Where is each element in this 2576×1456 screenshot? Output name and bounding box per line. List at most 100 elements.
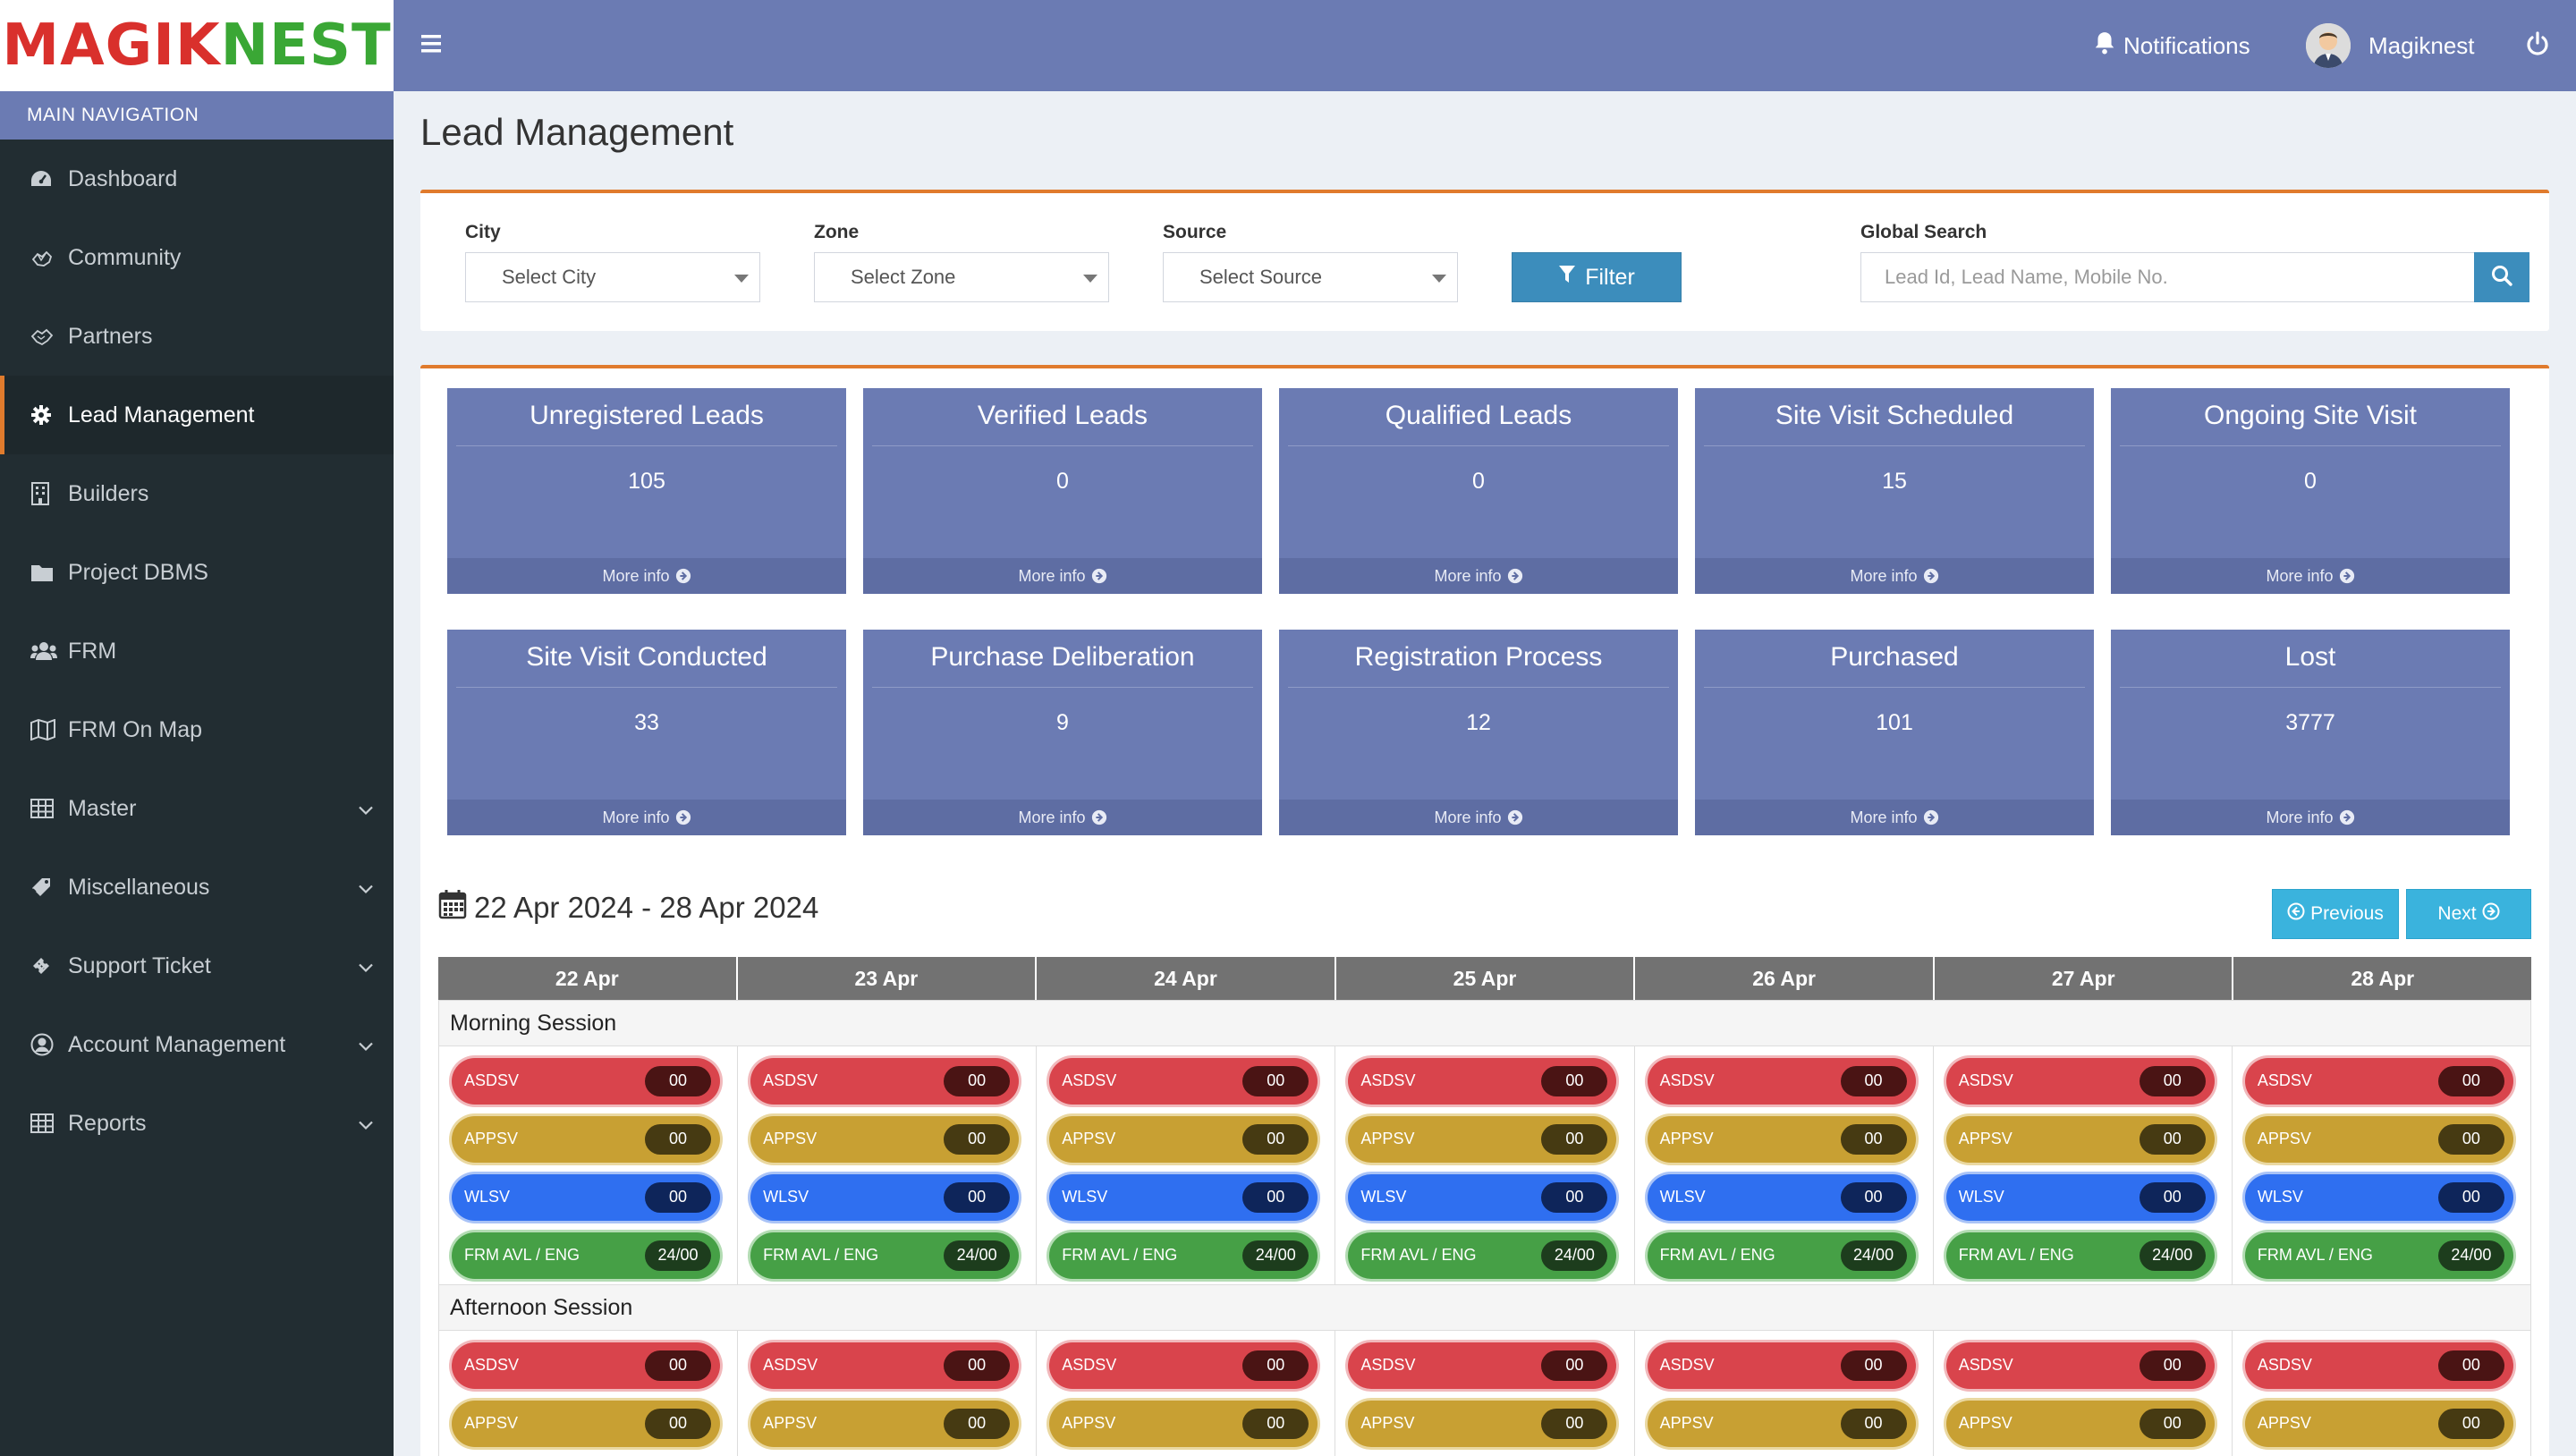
slot-pill-label: ASDSV [1659, 1356, 1715, 1374]
more-info-link[interactable]: More info [2111, 558, 2510, 594]
chevron-down-icon [734, 275, 749, 283]
sidebar-item-label: Partners [68, 323, 153, 349]
slot-pill-asdsv[interactable]: ASDSV 00 [750, 1342, 1020, 1389]
slot-pill-asdsv[interactable]: ASDSV 00 [750, 1057, 1020, 1105]
slot-pill-wlsv[interactable]: WLSV 00 [1647, 1173, 1916, 1221]
stat-card-lost: Lost 3777 More info [2111, 630, 2510, 835]
sidebar-item-reports[interactable]: Reports [0, 1084, 394, 1163]
sidebar-item-project-dbms[interactable]: Project DBMS [0, 533, 394, 612]
sidebar-item-partners[interactable]: Partners [0, 297, 394, 376]
sidebar-item-frm-on-map[interactable]: FRM On Map [0, 690, 394, 769]
slot-pill-asdsv[interactable]: ASDSV 00 [452, 1057, 720, 1105]
slot-pill-label: ASDSV [763, 1071, 818, 1089]
slot-pill-wlsv[interactable]: WLSV 00 [452, 1173, 720, 1221]
more-info-link[interactable]: More info [1279, 558, 1678, 594]
more-info-link[interactable]: More info [863, 800, 1262, 835]
slot-pill-asdsv[interactable]: ASDSV 00 [1348, 1342, 1617, 1389]
notifications-link[interactable]: Notifications [2093, 0, 2250, 91]
next-week-button[interactable]: Next [2406, 889, 2531, 939]
stat-card-site-visit-scheduled: Site Visit Scheduled 15 More info [1695, 388, 2094, 594]
slot-pill-appsv[interactable]: APPSV 00 [750, 1400, 1020, 1447]
slot-pill-asdsv[interactable]: ASDSV 00 [1647, 1342, 1916, 1389]
slot-pill-asdsv[interactable]: ASDSV 00 [1945, 1342, 2215, 1389]
hamburger-menu-icon[interactable] [420, 32, 444, 60]
more-info-link[interactable]: More info [447, 800, 846, 835]
slot-pill-appsv[interactable]: APPSV 00 [1945, 1400, 2215, 1447]
slot-pill-appsv[interactable]: APPSV 00 [2244, 1115, 2513, 1163]
sidebar-item-miscellaneous[interactable]: Miscellaneous [0, 848, 394, 927]
sidebar-item-frm[interactable]: FRM [0, 612, 394, 690]
stat-divider [1288, 687, 1669, 688]
page-title: Lead Management [420, 111, 734, 153]
pill-row: FRM AVL / ENG 24/00 [1647, 1226, 1924, 1284]
sidebar-item-master[interactable]: Master [0, 769, 394, 848]
more-info-link[interactable]: More info [863, 558, 1262, 594]
slot-pill-label: ASDSV [1360, 1071, 1416, 1089]
slot-pill-wlsv[interactable]: WLSV 00 [750, 1173, 1020, 1221]
slot-pill-appsv[interactable]: APPSV 00 [2244, 1400, 2513, 1447]
source-select[interactable]: Select Source [1163, 252, 1458, 302]
more-info-link[interactable]: More info [1695, 558, 2094, 594]
slot-pill-asdsv[interactable]: ASDSV 00 [1049, 1057, 1318, 1105]
more-info-link[interactable]: More info [447, 558, 846, 594]
sidebar-item-account-management[interactable]: Account Management [0, 1005, 394, 1084]
stat-value: 105 [628, 469, 665, 494]
slot-pill-frm-avl-eng[interactable]: FRM AVL / ENG 24/00 [2244, 1232, 2513, 1279]
logo[interactable]: MAGIKNEST [0, 0, 394, 91]
more-info-link[interactable]: More info [1695, 800, 2094, 835]
slot-pill-appsv[interactable]: APPSV 00 [1049, 1400, 1318, 1447]
slot-pill-frm-avl-eng[interactable]: FRM AVL / ENG 24/00 [1945, 1232, 2215, 1279]
global-search-input[interactable] [1860, 252, 2478, 302]
slot-pill-wlsv[interactable]: WLSV 00 [1049, 1173, 1318, 1221]
more-info-link[interactable]: More info [2111, 800, 2510, 835]
slot-pill-asdsv[interactable]: ASDSV 00 [2244, 1057, 2513, 1105]
slot-pill-appsv[interactable]: APPSV 00 [750, 1115, 1020, 1163]
slot-pill-appsv[interactable]: APPSV 00 [452, 1115, 720, 1163]
stat-divider [872, 445, 1253, 446]
slot-pill-asdsv[interactable]: ASDSV 00 [1945, 1057, 2215, 1105]
slot-count-badge: 00 [944, 1123, 1011, 1155]
sidebar-item-lead-management[interactable]: Lead Management [0, 376, 394, 454]
slot-pill-asdsv[interactable]: ASDSV 00 [2244, 1342, 2513, 1389]
sidebar-item-community[interactable]: Community [0, 218, 394, 297]
pill-row: APPSV 00 [1647, 1110, 1924, 1168]
slot-pill-wlsv[interactable]: WLSV 00 [1945, 1173, 2215, 1221]
chevron-down-icon [358, 1111, 374, 1137]
slot-pill-frm-avl-eng[interactable]: FRM AVL / ENG 24/00 [1348, 1232, 1617, 1279]
slot-pill-appsv[interactable]: APPSV 00 [1049, 1115, 1318, 1163]
arrow-right-circle-icon [675, 809, 691, 825]
slot-pill-appsv[interactable]: APPSV 00 [1348, 1115, 1617, 1163]
sidebar-item-label: FRM On Map [68, 716, 203, 742]
slot-pill-appsv[interactable]: APPSV 00 [1647, 1115, 1916, 1163]
slot-pill-appsv[interactable]: APPSV 00 [1647, 1400, 1916, 1447]
previous-week-button[interactable]: Previous [2272, 889, 2399, 939]
city-select[interactable]: Select City [465, 252, 760, 302]
slot-pill-frm-avl-eng[interactable]: FRM AVL / ENG 24/00 [452, 1232, 720, 1279]
slot-pill-asdsv[interactable]: ASDSV 00 [1647, 1057, 1916, 1105]
slot-pill-wlsv[interactable]: WLSV 00 [1348, 1173, 1617, 1221]
slot-pill-appsv[interactable]: APPSV 00 [1348, 1400, 1617, 1447]
sidebar-item-support-ticket[interactable]: Support Ticket [0, 927, 394, 1005]
slot-pill-frm-avl-eng[interactable]: FRM AVL / ENG 24/00 [750, 1232, 1020, 1279]
slot-pill-asdsv[interactable]: ASDSV 00 [1348, 1057, 1617, 1105]
more-info-link[interactable]: More info [1279, 800, 1678, 835]
slot-pill-asdsv[interactable]: ASDSV 00 [452, 1342, 720, 1389]
arrow-right-circle-icon [1507, 809, 1523, 825]
slot-pill-appsv[interactable]: APPSV 00 [452, 1400, 720, 1447]
slot-count-badge: 00 [645, 1065, 711, 1096]
user-menu[interactable]: Magiknest [2306, 0, 2475, 91]
power-icon[interactable] [2524, 30, 2551, 62]
slot-pill-appsv[interactable]: APPSV 00 [1945, 1115, 2215, 1163]
slot-pill-frm-avl-eng[interactable]: FRM AVL / ENG 24/00 [1647, 1232, 1916, 1279]
slot-pill-frm-avl-eng[interactable]: FRM AVL / ENG 24/00 [1049, 1232, 1318, 1279]
search-button[interactable] [2474, 252, 2529, 302]
slot-pill-wlsv[interactable]: WLSV 00 [2244, 1173, 2513, 1221]
filter-button[interactable]: Filter [1512, 252, 1682, 302]
zone-select[interactable]: Select Zone [814, 252, 1109, 302]
sidebar-item-dashboard[interactable]: Dashboard [0, 140, 394, 218]
sidebar-item-builders[interactable]: Builders [0, 454, 394, 533]
slot-pill-asdsv[interactable]: ASDSV 00 [1049, 1342, 1318, 1389]
zone-label: Zone [814, 222, 860, 242]
pill-row: APPSV 00 [1945, 1110, 2223, 1168]
